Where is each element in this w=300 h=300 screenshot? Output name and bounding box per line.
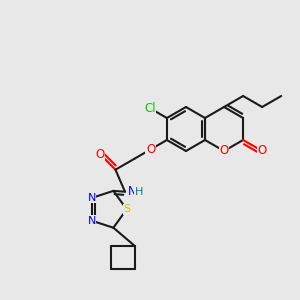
Text: O: O — [95, 148, 105, 161]
Text: N: N — [128, 185, 137, 198]
Text: N: N — [88, 216, 96, 226]
Text: O: O — [146, 143, 155, 156]
Text: H: H — [135, 187, 143, 197]
Text: O: O — [219, 145, 229, 158]
Text: Cl: Cl — [144, 102, 156, 115]
Text: S: S — [123, 204, 130, 214]
Text: O: O — [257, 145, 267, 158]
Text: N: N — [88, 193, 96, 203]
